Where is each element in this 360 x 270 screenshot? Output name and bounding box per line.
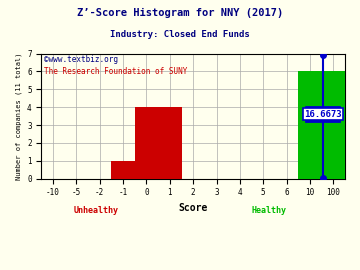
Text: The Research Foundation of SUNY: The Research Foundation of SUNY <box>44 67 188 76</box>
Text: 16.6673: 16.6673 <box>304 110 342 119</box>
Text: Healthy: Healthy <box>252 206 287 215</box>
Text: Unhealthy: Unhealthy <box>73 206 118 215</box>
Text: Industry: Closed End Funds: Industry: Closed End Funds <box>110 30 250 39</box>
Text: Z’-Score Histogram for NNY (2017): Z’-Score Histogram for NNY (2017) <box>77 8 283 18</box>
X-axis label: Score: Score <box>179 203 208 213</box>
Y-axis label: Number of companies (11 total): Number of companies (11 total) <box>15 52 22 180</box>
Bar <box>112 161 135 179</box>
Bar <box>298 72 345 179</box>
Text: ©www.textbiz.org: ©www.textbiz.org <box>44 55 118 64</box>
Bar <box>135 107 181 179</box>
